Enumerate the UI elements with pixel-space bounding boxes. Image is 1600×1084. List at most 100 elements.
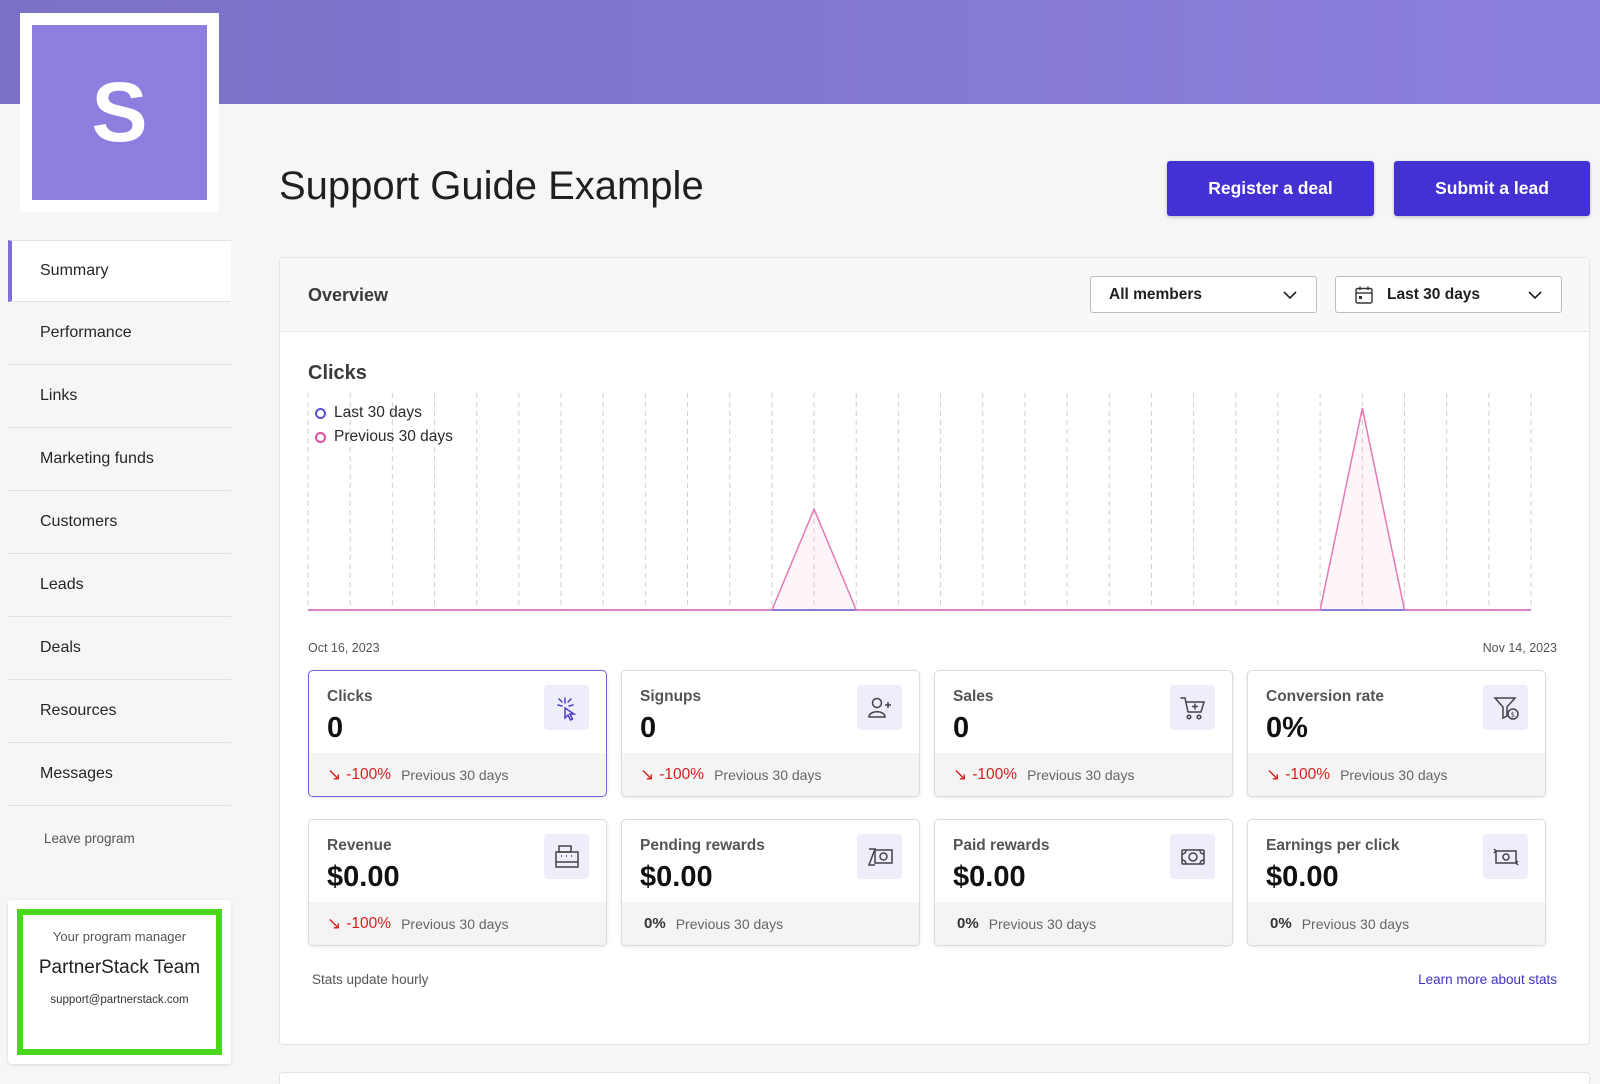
stat-label: Earnings per click [1266,837,1400,854]
stat-card-pending-rewards[interactable]: Pending rewards $0.00 0% Previous 30 days [621,819,920,946]
stat-value: 0 [327,712,344,744]
stat-card-conversion-rate[interactable]: Conversion rate 0% $ ↘ -100% Previous 30 d… [1247,670,1546,797]
stat-label: Sales [953,688,994,705]
legend-item-previous-30-days[interactable]: Previous 30 days [315,425,453,449]
program-manager-highlight: Your program manager PartnerStack Team s… [17,909,222,1055]
stat-value: $0.00 [953,861,1026,893]
cash-register-icon [544,834,589,879]
chart-legend: Last 30 days Previous 30 days [315,401,453,449]
members-select-value: All members [1109,285,1203,303]
delta-value: -100% [346,914,392,932]
register-deal-button[interactable]: Register a deal [1167,161,1374,216]
click-icon [544,685,589,730]
pending-cash-icon [857,834,902,879]
sidebar-item-resources[interactable]: Resources [8,680,231,743]
comparison-period: Previous 30 days [1340,766,1448,783]
comparison-period: Previous 30 days [401,766,509,783]
sidebar-item-performance[interactable]: Performance [8,302,231,365]
funnel-dollar-icon: $ [1483,685,1528,730]
comparison-period: Previous 30 days [714,766,822,783]
delta-value: 0% [957,915,979,932]
add-user-icon [857,685,902,730]
trend-down-icon: ↘ [953,764,968,784]
program-manager-name: PartnerStack Team [38,957,201,978]
stat-value: $0.00 [640,861,713,893]
cash-icon [1170,834,1215,879]
stat-comparison: ↘ -100% Previous 30 days [309,902,606,945]
delta-value: -100% [1285,765,1331,783]
next-panel [279,1072,1590,1084]
stat-value: $0.00 [327,861,400,893]
sidebar-item-links[interactable]: Links [8,365,231,428]
date-range-select-value: Last 30 days [1387,285,1481,303]
sidebar-nav: Summary Performance Links Marketing fund… [8,240,231,870]
overview-header: Overview All members Last 30 days [280,258,1589,332]
delta-down: ↘ -100% [640,765,704,785]
stat-card-sales[interactable]: Sales 0 ↘ -100% Previous 30 days [934,670,1233,797]
stat-value: 0 [640,712,657,744]
sidebar-item-deals[interactable]: Deals [8,617,231,680]
program-manager-email[interactable]: support@partnerstack.com [50,994,189,1006]
legend-marker-previous [315,431,326,443]
top-banner [0,0,1600,104]
cart-icon [1170,685,1215,730]
legend-label-previous: Previous 30 days [334,428,453,445]
stat-card-signups[interactable]: Signups 0 ↘ -100% Previous 30 days [621,670,920,797]
learn-more-stats-link[interactable]: Learn more about stats [1418,972,1557,987]
legend-item-last-30-days[interactable]: Last 30 days [315,401,453,425]
comparison-period: Previous 30 days [1027,766,1135,783]
stat-value: 0% [1266,712,1308,744]
trend-down-icon: ↘ [327,764,342,784]
stat-label: Pending rewards [640,837,765,854]
date-range-select[interactable]: Last 30 days [1335,276,1562,313]
stat-comparison: 0% Previous 30 days [1248,902,1545,945]
stat-label: Conversion rate [1266,688,1385,705]
submit-lead-button[interactable]: Submit a lead [1394,161,1590,216]
sidebar-item-leads[interactable]: Leads [8,554,231,617]
legend-marker-last [315,407,326,419]
x-axis-end-label: Nov 14, 2023 [1482,641,1557,655]
sidebar-item-customers[interactable]: Customers [8,491,231,554]
stat-card-paid-rewards[interactable]: Paid rewards $0.00 0% Previous 30 days [934,819,1233,946]
trend-down-icon: ↘ [640,764,655,784]
sidebar-item-summary[interactable]: Summary [8,240,231,302]
overview-title: Overview [308,285,389,305]
x-axis-start-label: Oct 16, 2023 [308,641,380,655]
program-manager-label: Your program manager [52,929,187,944]
stat-comparison: ↘ -100% Previous 30 days [309,753,606,796]
stat-card-clicks[interactable]: Clicks 0 ↘ -100% Previous 30 days [308,670,607,797]
chevron-down-icon [1283,291,1297,300]
delta-value: -100% [972,765,1018,783]
series-area-1 [308,408,1531,610]
chevron-down-icon [1528,291,1542,300]
delta-down: ↘ -100% [1266,765,1330,785]
delta-value: 0% [644,915,666,932]
stat-card-earnings-per-click[interactable]: Earnings per click $0.00 0% Previous 30 d… [1247,819,1546,946]
stat-comparison: ↘ -100% Previous 30 days [622,753,919,796]
comparison-period: Previous 30 days [988,915,1097,932]
program-logo-frame: S [20,13,219,212]
stat-label: Paid rewards [953,837,1050,854]
delta-down: ↘ -100% [327,914,391,934]
stat-card-revenue[interactable]: Revenue $0.00 ↘ -100% Previous 30 days [308,819,607,946]
stat-comparison: ↘ -100% Previous 30 days [935,753,1232,796]
series-line-1 [308,407,1531,611]
delta-value: 0% [1270,915,1292,932]
stat-comparison: ↘ -100% Previous 30 days [1248,753,1545,796]
members-select[interactable]: All members [1090,276,1317,313]
comparison-period: Previous 30 days [401,915,509,932]
stat-comparison: 0% Previous 30 days [622,902,919,945]
calendar-icon [1355,286,1373,304]
clicks-chart [307,393,1532,611]
delta-value: -100% [659,765,705,783]
delta-value: -100% [346,765,392,783]
stat-label: Revenue [327,837,392,854]
sidebar-item-marketing-funds[interactable]: Marketing funds [8,428,231,491]
leave-program-link[interactable]: Leave program [44,830,135,846]
stat-label: Signups [640,688,702,705]
sidebar-item-messages[interactable]: Messages [8,743,231,806]
comparison-period: Previous 30 days [675,915,784,932]
page-title: Support Guide Example [279,164,704,208]
stat-value: $0.00 [1266,861,1339,893]
stats-update-note: Stats update hourly [312,972,429,987]
